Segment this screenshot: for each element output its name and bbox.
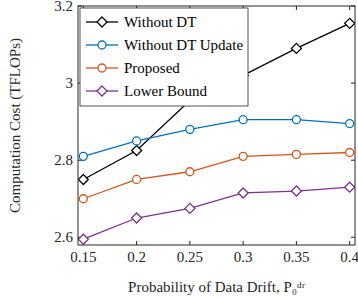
x-tick-label: 0.2 [127, 249, 146, 265]
series-marker [292, 116, 300, 124]
plot-bg [78, 6, 355, 245]
series-marker [345, 18, 355, 28]
y-tick-label: 2.8 [54, 152, 73, 168]
series-marker [78, 174, 88, 184]
legend-marker [97, 17, 107, 27]
series-marker [186, 168, 194, 176]
x-tick [243, 241, 244, 245]
x-tick-label: 0.4 [340, 249, 358, 265]
series-marker [346, 120, 354, 128]
x-tick-label: 0.3 [234, 249, 253, 265]
legend: Without DT Without DT Update Proposed Lower… [80, 8, 248, 106]
series-marker [345, 182, 355, 192]
series-marker [186, 125, 194, 133]
series-marker [132, 146, 142, 156]
y-tick-label: 2.6 [54, 229, 73, 245]
x-tick [296, 6, 297, 10]
series-marker [79, 152, 87, 160]
series-marker [239, 152, 247, 160]
series-line [83, 152, 349, 198]
x-tick-label: 0.15 [70, 249, 96, 265]
plot-frame [78, 6, 355, 245]
y-tick [351, 83, 355, 84]
x-tick [349, 241, 350, 245]
series-marker [238, 188, 248, 198]
x-tick [296, 241, 297, 245]
y-tick [351, 160, 355, 161]
series-marker [346, 148, 354, 156]
legend-label: Without DT Update [124, 37, 243, 53]
x-tick [189, 241, 190, 245]
series-line [83, 187, 349, 239]
series-marker [133, 175, 141, 183]
legend-label: Without DT [124, 14, 196, 30]
y-tick-label: 3 [66, 75, 74, 91]
legend-marker [98, 41, 106, 49]
series-marker [79, 195, 87, 203]
x-tick-label: 0.35 [283, 249, 309, 265]
x-axis-label: Probability of Data Drift, P₀ᵈʳ [128, 279, 306, 295]
chart: 0.15 0.2 0.25 0.3 0.35 0.4 2.6 2.8 3 3.2 Without D… [0, 0, 358, 298]
series-marker [133, 137, 141, 145]
legend-marker [98, 64, 106, 72]
y-tick [351, 237, 355, 238]
x-tick [136, 241, 137, 245]
x-tick [349, 6, 350, 10]
series-marker [291, 186, 301, 196]
series-marker [292, 150, 300, 158]
y-axis-label: Computation Cost (TFLOPs) [7, 38, 24, 213]
y-tick-label: 3.2 [54, 0, 73, 14]
series-marker [239, 116, 247, 124]
legend-label: Proposed [124, 60, 180, 76]
series-marker [291, 43, 301, 53]
series-marker [185, 203, 195, 213]
series-marker [132, 213, 142, 223]
legend-marker [97, 86, 107, 96]
series-marker [78, 234, 88, 244]
x-tick-label: 0.25 [177, 249, 203, 265]
legend-box [80, 8, 248, 106]
legend-label: Lower Bound [124, 83, 207, 99]
series-line [83, 120, 349, 157]
